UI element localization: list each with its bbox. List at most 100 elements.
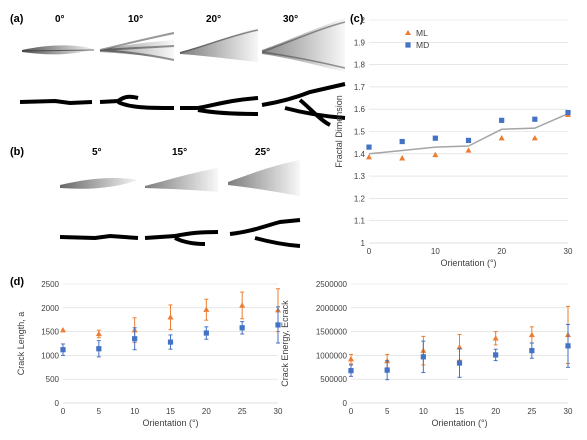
md-point [432, 135, 438, 141]
ml-point [465, 147, 472, 153]
md-point [239, 325, 245, 331]
x-tick-label: 15 [166, 407, 175, 416]
ml-point [531, 134, 538, 141]
panel-c-label: (c) [350, 13, 364, 25]
y-tick-label: 2500000 [316, 280, 348, 289]
x-tick-label: 20 [491, 407, 500, 416]
md-point [529, 348, 535, 354]
y-tick-label: 1000000 [316, 351, 348, 360]
ml-point [492, 335, 499, 341]
y-tick-label: 1500 [41, 328, 59, 337]
average-line [368, 112, 569, 155]
md-point [565, 109, 571, 116]
md-point [532, 116, 538, 122]
y-tick-label: 1.7 [354, 83, 366, 92]
md-point [366, 144, 372, 150]
angle-label-a1: 10° [128, 14, 143, 25]
md-point [60, 347, 66, 353]
legend-marker-ml [405, 30, 411, 35]
y-tick-label: 2500 [41, 280, 59, 289]
y-tick-label: 1.2 [354, 194, 366, 203]
ml-point [95, 330, 102, 337]
md-point [348, 368, 354, 374]
y-tick-label: 1.5 [354, 128, 366, 137]
x-tick-label: 30 [564, 247, 573, 256]
x-tick-label: 10 [130, 407, 139, 416]
x-axis-title: Orientation (°) [431, 418, 487, 428]
md-point [420, 354, 426, 360]
crack-image-15deg [144, 168, 219, 246]
y-tick-label: 1.6 [354, 105, 366, 114]
md-point [275, 322, 281, 328]
y-tick-label: 1 [361, 239, 366, 248]
x-tick-label: 10 [431, 247, 440, 256]
crack-energy-chart: 0 500000 1000000 1500000 2000000 2500000 0 5 10 1… [280, 280, 573, 428]
md-point [203, 330, 209, 336]
x-tick-label: 15 [455, 407, 464, 416]
ml-point [432, 151, 439, 158]
crack-image-10deg [99, 32, 175, 110]
ml-point [203, 306, 210, 312]
x-tick-label: 25 [527, 407, 536, 416]
crack-length-chart: 0 500 1000 1500 2000 2500 0 5 10 15 20 25 30 Orientat… [16, 280, 283, 428]
crack-image-30deg [261, 18, 346, 127]
ml-point [456, 344, 463, 350]
y-tick-label: 0 [55, 399, 60, 408]
y-tick-label: 1.9 [354, 38, 366, 47]
md-point [465, 137, 472, 144]
y-tick-label: 1.1 [354, 217, 366, 226]
md-point [499, 117, 505, 123]
y-tick-label: 1.3 [354, 172, 366, 181]
ml-point [399, 155, 406, 161]
crack-image-0deg [19, 45, 95, 106]
x-tick-label: 0 [349, 407, 354, 416]
panel-a-label: (a) [10, 13, 24, 25]
ml-point [528, 331, 535, 338]
angle-label-a0: 0° [55, 14, 65, 25]
ml-point [239, 302, 246, 308]
ml-point [167, 314, 174, 320]
angle-label-b2: 25° [255, 147, 270, 158]
y-tick-label: 2000 [41, 304, 59, 313]
md-point [167, 339, 174, 345]
x-tick-label: 30 [274, 407, 283, 416]
x-axis-title: Orientation (°) [440, 258, 496, 268]
x-tick-label: 5 [385, 407, 390, 416]
panel-d-label: (d) [10, 276, 24, 288]
x-tick-label: 10 [419, 407, 428, 416]
angle-label-a3: 30° [283, 14, 298, 25]
y-tick-label: 1.8 [354, 61, 366, 70]
crack-image-20deg [179, 28, 259, 116]
y-tick-label: 500 [46, 375, 60, 384]
legend-marker-md [405, 42, 411, 48]
x-axis-title: Orientation (°) [142, 418, 198, 428]
x-tick-label: 30 [564, 407, 573, 416]
ml-point [60, 326, 66, 333]
x-tick-label: 25 [238, 407, 247, 416]
ml-point [498, 134, 505, 141]
md-point [565, 343, 571, 349]
angle-label-a2: 20° [206, 14, 221, 25]
y-tick-label: 500000 [320, 375, 347, 384]
x-tick-label: 0 [61, 407, 66, 416]
md-point [96, 346, 102, 352]
y-tick-label: 2 [361, 16, 366, 25]
x-tick-label: 5 [97, 407, 102, 416]
y-tick-label: 2000000 [316, 304, 348, 313]
y-tick-label: 1.4 [354, 150, 366, 159]
md-point [384, 367, 390, 373]
x-tick-label: 20 [497, 247, 506, 256]
y-axis-title: Crack Length, a [16, 312, 26, 376]
md-point [456, 360, 463, 366]
crack-image-25deg [228, 160, 301, 248]
md-point [493, 352, 499, 358]
md-point [399, 138, 405, 145]
y-tick-label: 1000 [41, 351, 59, 360]
angle-label-b0: 5° [92, 147, 102, 158]
x-tick-label: 20 [202, 407, 211, 416]
md-point [132, 336, 138, 342]
x-tick-label: 0 [367, 247, 372, 256]
ml-point [348, 356, 354, 362]
fractal-dimension-chart: 11.11.21.31.41.51.61.71.81.920 10 20 30Orie… [334, 16, 573, 268]
